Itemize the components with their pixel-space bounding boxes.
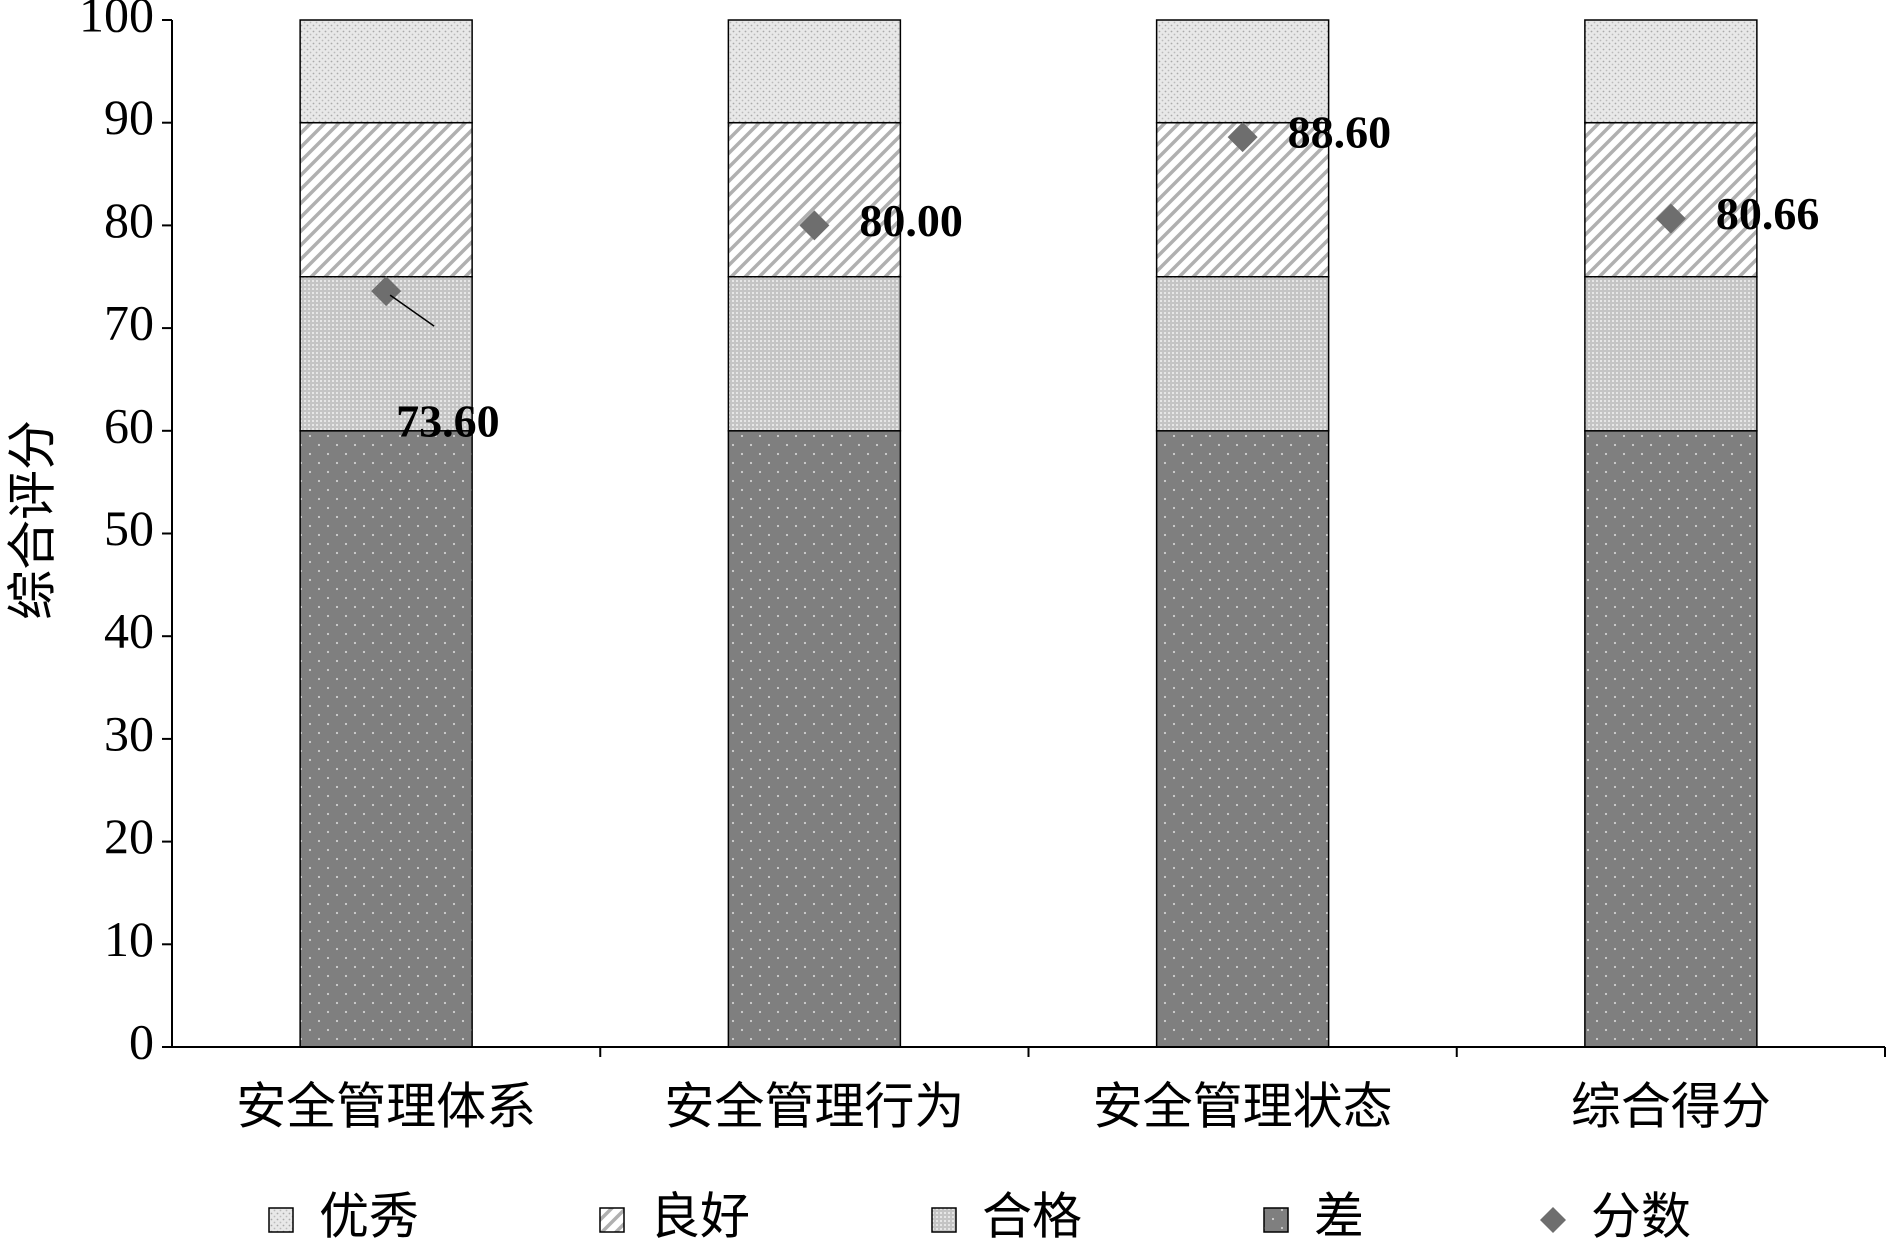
y-axis-label: 综合评分 bbox=[4, 420, 62, 620]
y-tick-label: 60 bbox=[104, 397, 154, 453]
x-tick-label: 安全管理体系 bbox=[236, 1078, 536, 1136]
bar-segment bbox=[727, 430, 902, 1048]
y-tick-label: 0 bbox=[129, 1013, 154, 1069]
score-marker bbox=[799, 210, 830, 241]
data-label: 80.66 bbox=[1716, 188, 1820, 239]
y-tick-label: 90 bbox=[104, 89, 154, 145]
legend-swatch bbox=[599, 1207, 625, 1233]
y-tick-label: 40 bbox=[104, 603, 154, 659]
bar-segment bbox=[299, 121, 473, 278]
score-marker bbox=[371, 276, 402, 307]
legend-swatch bbox=[931, 1207, 957, 1233]
label-leader bbox=[389, 294, 435, 327]
bar-segment bbox=[1155, 19, 1330, 124]
legend-label: 良好 bbox=[650, 1188, 750, 1246]
y-tick-label: 100 bbox=[79, 0, 154, 42]
bar-segment bbox=[727, 276, 902, 432]
legend-swatch bbox=[1263, 1207, 1289, 1233]
data-label: 88.60 bbox=[1288, 107, 1392, 158]
y-tick-label: 70 bbox=[104, 295, 154, 351]
bar-segment bbox=[1155, 276, 1330, 432]
x-tick-label: 综合得分 bbox=[1571, 1078, 1771, 1136]
y-tick-label: 10 bbox=[104, 911, 154, 967]
legend-swatch bbox=[1540, 1207, 1566, 1233]
bar-segment bbox=[727, 121, 902, 278]
bar-segment bbox=[299, 19, 473, 124]
x-tick-label: 安全管理状态 bbox=[1093, 1078, 1393, 1136]
legend-swatch bbox=[268, 1207, 294, 1233]
y-tick-label: 50 bbox=[104, 500, 154, 556]
legend-label: 优秀 bbox=[319, 1188, 419, 1246]
bar-segment bbox=[1584, 19, 1758, 124]
bar-segment bbox=[1584, 276, 1758, 432]
bar-segment bbox=[1155, 430, 1330, 1048]
bar-segment bbox=[1584, 430, 1758, 1048]
data-label: 73.60 bbox=[396, 396, 500, 447]
y-tick-label: 80 bbox=[104, 192, 154, 248]
score-marker bbox=[1655, 203, 1686, 234]
bar-segment bbox=[299, 430, 473, 1048]
data-label: 80.00 bbox=[859, 195, 963, 246]
legend-label: 合格 bbox=[982, 1188, 1082, 1246]
score-marker bbox=[1227, 122, 1258, 153]
y-tick-label: 30 bbox=[104, 705, 154, 761]
bar-segment bbox=[1584, 121, 1758, 278]
bar-segment bbox=[727, 19, 902, 124]
legend-label: 分数 bbox=[1591, 1188, 1691, 1246]
legend-label: 差 bbox=[1314, 1188, 1364, 1246]
y-tick-label: 20 bbox=[104, 808, 154, 864]
x-tick-label: 安全管理行为 bbox=[664, 1078, 964, 1136]
